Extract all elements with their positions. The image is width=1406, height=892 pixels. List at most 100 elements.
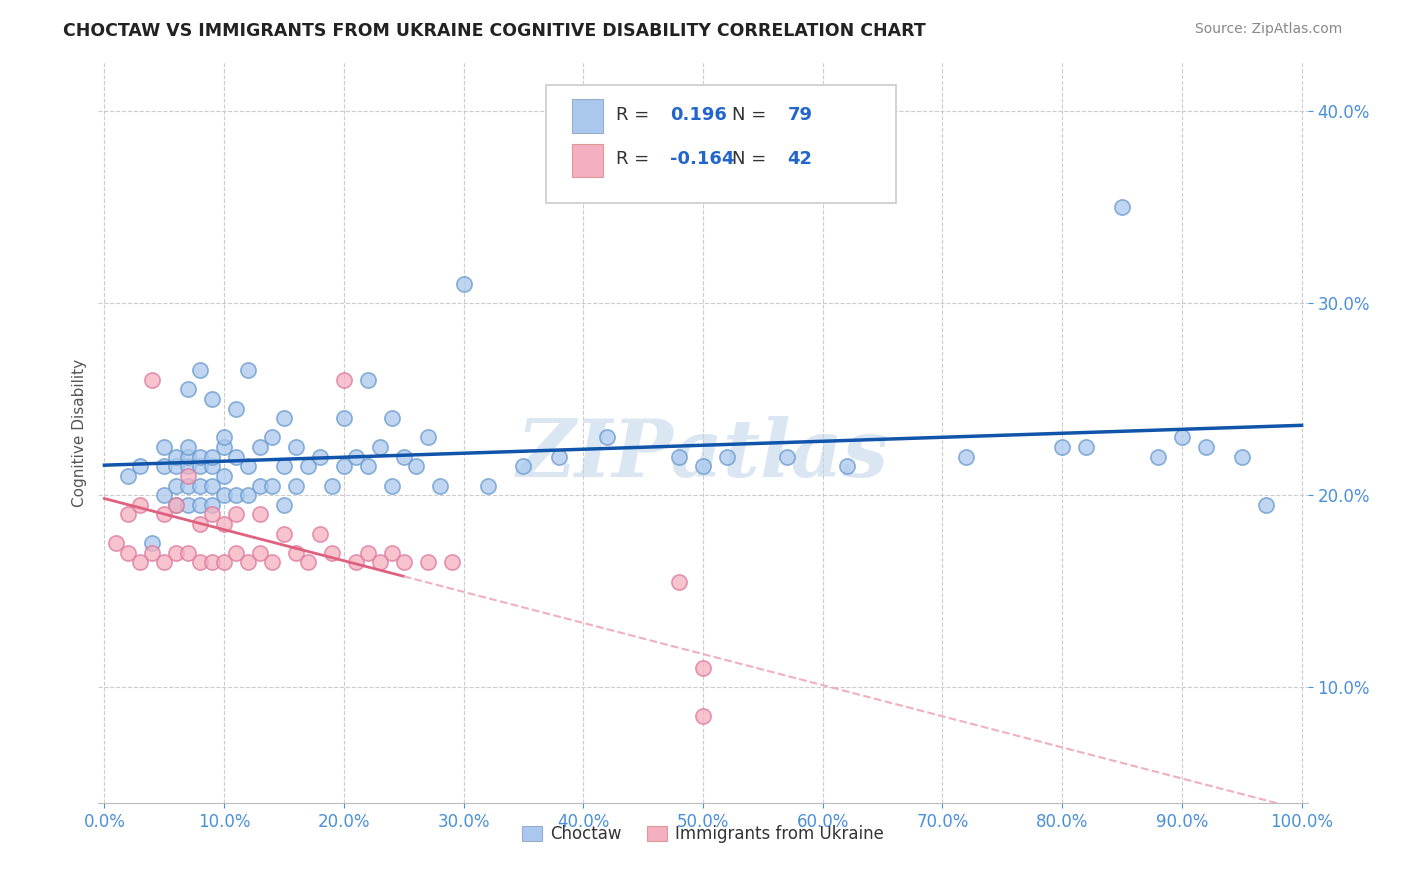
Y-axis label: Cognitive Disability: Cognitive Disability <box>72 359 87 507</box>
Point <box>249 508 271 522</box>
Point <box>129 556 152 570</box>
Point <box>165 498 187 512</box>
Point <box>392 450 415 464</box>
Point <box>692 661 714 675</box>
Point <box>105 536 128 550</box>
Point <box>141 536 163 550</box>
Point <box>321 546 343 560</box>
Point <box>333 411 356 425</box>
Point <box>381 478 404 492</box>
Point <box>776 450 799 464</box>
Point <box>260 478 283 492</box>
Point <box>692 459 714 474</box>
Legend: Choctaw, Immigrants from Ukraine: Choctaw, Immigrants from Ukraine <box>516 819 890 850</box>
Text: N =: N = <box>733 151 772 169</box>
Point <box>236 488 259 502</box>
Point <box>1171 430 1194 444</box>
Point <box>284 440 307 454</box>
Point <box>368 440 391 454</box>
Point <box>716 450 738 464</box>
Text: 42: 42 <box>787 151 813 169</box>
Point <box>1111 200 1133 214</box>
Point <box>1074 440 1097 454</box>
Point <box>201 478 224 492</box>
Point <box>117 469 139 483</box>
Point <box>668 450 690 464</box>
Text: -0.164: -0.164 <box>671 151 735 169</box>
Point <box>392 556 415 570</box>
Point <box>596 430 619 444</box>
Point <box>153 556 176 570</box>
Point <box>177 382 200 396</box>
FancyBboxPatch shape <box>572 144 603 178</box>
Point <box>117 546 139 560</box>
Point <box>225 508 247 522</box>
Point <box>1230 450 1253 464</box>
Point <box>440 556 463 570</box>
Point <box>236 459 259 474</box>
Point <box>477 478 499 492</box>
Point <box>188 556 211 570</box>
Point <box>381 546 404 560</box>
Point <box>357 459 380 474</box>
FancyBboxPatch shape <box>572 99 603 133</box>
Text: Source: ZipAtlas.com: Source: ZipAtlas.com <box>1195 22 1343 37</box>
Point <box>153 440 176 454</box>
Point <box>129 498 152 512</box>
Point <box>249 478 271 492</box>
Point <box>321 478 343 492</box>
Point <box>188 459 211 474</box>
Point <box>835 459 858 474</box>
Point <box>297 556 319 570</box>
Point <box>429 478 451 492</box>
Point <box>249 440 271 454</box>
Point <box>117 508 139 522</box>
Point <box>212 516 235 531</box>
Point <box>1147 450 1170 464</box>
Point <box>1254 498 1277 512</box>
Point <box>1230 834 1253 848</box>
Point <box>188 363 211 377</box>
Point <box>201 450 224 464</box>
Text: R =: R = <box>616 151 655 169</box>
Point <box>201 459 224 474</box>
Point <box>165 478 187 492</box>
Point <box>177 478 200 492</box>
Text: N =: N = <box>733 106 772 124</box>
Point <box>177 469 200 483</box>
FancyBboxPatch shape <box>546 85 897 203</box>
Point <box>405 459 427 474</box>
Point <box>273 498 295 512</box>
Point <box>212 469 235 483</box>
Text: 79: 79 <box>787 106 813 124</box>
Point <box>165 498 187 512</box>
Point <box>381 411 404 425</box>
Point <box>153 459 176 474</box>
Point <box>1195 440 1218 454</box>
Point <box>1050 440 1073 454</box>
Point <box>309 450 332 464</box>
Point <box>309 526 332 541</box>
Point <box>225 450 247 464</box>
Point <box>260 430 283 444</box>
Point <box>201 556 224 570</box>
Point <box>188 498 211 512</box>
Point <box>188 516 211 531</box>
Point <box>201 498 224 512</box>
Point <box>297 459 319 474</box>
Point <box>129 459 152 474</box>
Text: 0.196: 0.196 <box>671 106 727 124</box>
Point <box>165 459 187 474</box>
Point <box>333 373 356 387</box>
Point <box>512 459 534 474</box>
Point <box>284 478 307 492</box>
Point <box>165 546 187 560</box>
Point <box>177 498 200 512</box>
Text: CHOCTAW VS IMMIGRANTS FROM UKRAINE COGNITIVE DISABILITY CORRELATION CHART: CHOCTAW VS IMMIGRANTS FROM UKRAINE COGNI… <box>63 22 927 40</box>
Point <box>177 459 200 474</box>
Point <box>201 508 224 522</box>
Point <box>692 709 714 723</box>
Point <box>153 488 176 502</box>
Point <box>668 574 690 589</box>
Point <box>141 373 163 387</box>
